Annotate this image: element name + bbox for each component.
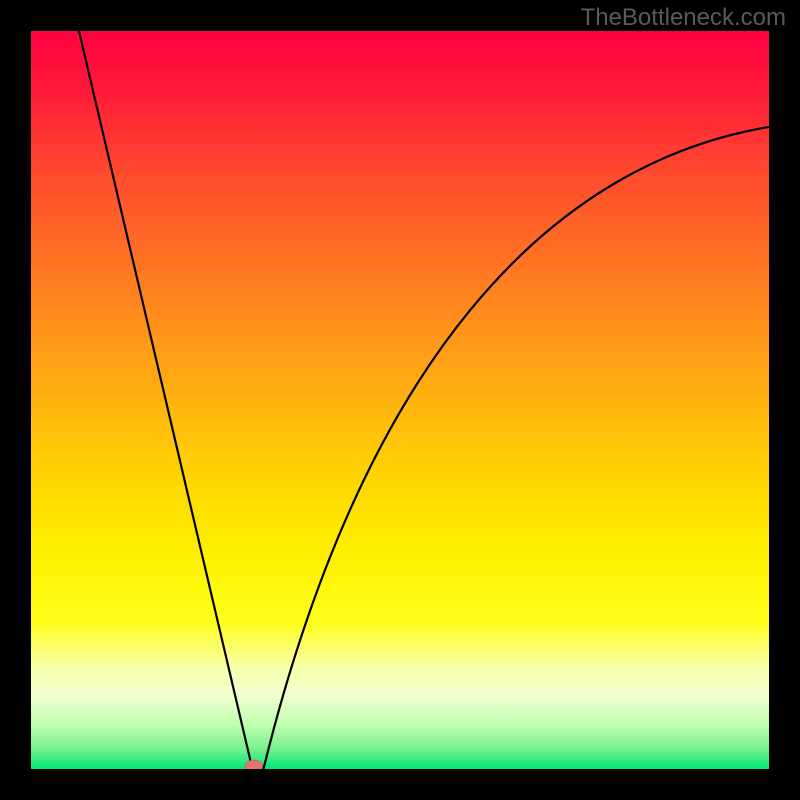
chart-container: TheBottleneck.com: [0, 0, 800, 800]
watermark-text: TheBottleneck.com: [581, 4, 786, 32]
bottleneck-chart: [0, 0, 800, 800]
chart-background-gradient: [31, 31, 769, 769]
